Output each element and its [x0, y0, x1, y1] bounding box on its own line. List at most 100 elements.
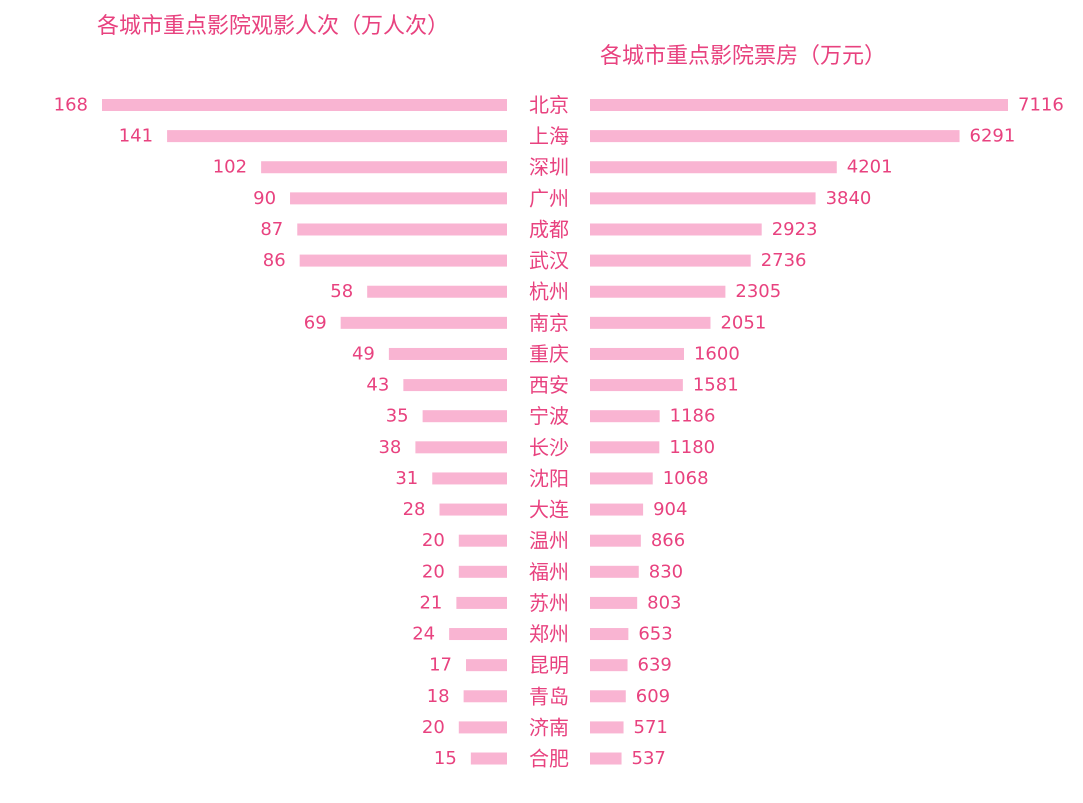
city-label: 南京 — [529, 311, 569, 335]
box-office-bar — [590, 441, 660, 454]
city-label: 成都 — [529, 217, 569, 241]
box-office-value-label: 1180 — [669, 437, 715, 458]
box-office-bar — [590, 223, 762, 236]
city-label: 大连 — [529, 498, 569, 522]
viewers-bar — [422, 410, 507, 423]
city-label: 深圳 — [529, 155, 569, 179]
viewers-bar — [458, 565, 507, 578]
box-office-bar — [590, 565, 639, 578]
box-office-value-label: 7116 — [1018, 95, 1064, 116]
box-office-value-label: 639 — [638, 655, 672, 676]
viewers-value-label: 38 — [378, 437, 401, 458]
box-office-value-label: 653 — [638, 624, 672, 645]
viewers-value-label: 141 — [119, 126, 153, 147]
city-label: 济南 — [529, 715, 569, 739]
viewers-bar — [403, 379, 507, 392]
box-office-value-label: 6291 — [970, 126, 1016, 147]
viewers-bar — [466, 659, 507, 672]
viewers-bar — [290, 192, 507, 205]
viewers-value-label: 20 — [422, 530, 445, 551]
box-office-value-label: 1600 — [694, 343, 740, 364]
viewers-bar — [367, 285, 507, 298]
viewers-bar — [299, 254, 507, 267]
city-label: 青岛 — [529, 684, 569, 708]
box-office-bar — [590, 254, 751, 267]
city-label: 长沙 — [529, 435, 569, 459]
viewers-value-label: 21 — [419, 592, 442, 613]
box-office-bar — [590, 752, 622, 765]
viewers-bar — [449, 628, 507, 641]
box-office-value-label: 4201 — [847, 157, 893, 178]
box-office-bar — [590, 285, 726, 298]
city-labels: 北京上海深圳广州成都武汉杭州南京重庆西安宁波长沙沈阳大连温州福州苏州郑州昆明青岛… — [529, 93, 569, 771]
box-office-value-label: 904 — [653, 499, 687, 520]
box-office-value-label: 866 — [651, 530, 685, 551]
city-label: 福州 — [529, 560, 569, 584]
box-office-value-label: 2923 — [772, 219, 818, 240]
viewers-bar — [463, 690, 507, 703]
box-office-value-label: 571 — [634, 717, 668, 738]
viewers-bar — [167, 130, 507, 143]
viewers-bar — [439, 503, 507, 516]
viewers-value-label: 15 — [434, 748, 457, 769]
box-office-bar — [590, 659, 628, 672]
box-office-bar — [590, 472, 653, 485]
chart-title-viewers: 各城市重点影院观影人次（万人次） — [97, 14, 450, 39]
viewers-bar — [456, 596, 507, 609]
city-label: 沈阳 — [529, 466, 569, 490]
city-label: 合肥 — [529, 747, 569, 771]
box-office-bar — [590, 130, 960, 143]
box-office-bar — [590, 628, 629, 641]
viewers-value-label: 20 — [422, 561, 445, 582]
city-label: 郑州 — [529, 622, 569, 646]
box-office-value-label: 1068 — [663, 468, 709, 489]
city-label: 北京 — [529, 93, 569, 117]
box-office-value-label: 830 — [649, 561, 683, 582]
box-office-value-label: 2051 — [720, 312, 766, 333]
viewers-bar — [458, 534, 507, 547]
city-label: 苏州 — [529, 591, 569, 615]
box-office-bar — [590, 316, 711, 329]
box-office-bar — [590, 379, 683, 392]
box-office-bar — [590, 721, 624, 734]
viewers-bar — [388, 347, 507, 360]
viewers-value-label: 69 — [304, 312, 327, 333]
box-office-value-label: 1581 — [693, 375, 739, 396]
box-office-bar — [590, 503, 644, 516]
box-office-value-label: 537 — [632, 748, 666, 769]
box-office-bar — [590, 161, 837, 174]
box-office-bar — [590, 347, 684, 360]
city-label: 武汉 — [529, 249, 569, 273]
viewers-value-label: 24 — [412, 624, 435, 645]
viewers-bar — [340, 316, 507, 329]
viewers-bar — [297, 223, 507, 236]
box-office-bar — [590, 596, 638, 609]
box-office-value-label: 1186 — [670, 406, 716, 427]
box-office-bar — [590, 534, 641, 547]
box-office-value-label: 609 — [636, 686, 670, 707]
city-label: 上海 — [529, 124, 569, 148]
viewers-value-label: 28 — [403, 499, 426, 520]
viewers-value-label: 86 — [263, 250, 286, 271]
chart-title-box-office: 各城市重点影院票房（万元） — [600, 44, 887, 69]
viewers-value-label: 20 — [422, 717, 445, 738]
box-office-value-label: 3840 — [826, 188, 872, 209]
viewers-value-label: 49 — [352, 343, 375, 364]
viewers-value-label: 102 — [213, 157, 247, 178]
city-label: 重庆 — [529, 342, 569, 366]
box-office-value-label: 2736 — [761, 250, 807, 271]
city-label: 温州 — [529, 529, 569, 553]
box-office-bar — [590, 192, 816, 205]
viewers-value-label: 31 — [395, 468, 418, 489]
box-office-bar — [590, 690, 626, 703]
box-office-value-label: 2305 — [735, 281, 781, 302]
viewers-bar — [432, 472, 507, 485]
viewers-value-label: 58 — [330, 281, 353, 302]
city-label: 杭州 — [529, 280, 569, 304]
viewers-value-label: 17 — [429, 655, 452, 676]
viewers-value-label: 168 — [54, 95, 88, 116]
city-label: 宁波 — [529, 404, 569, 428]
city-label: 昆明 — [529, 653, 569, 677]
